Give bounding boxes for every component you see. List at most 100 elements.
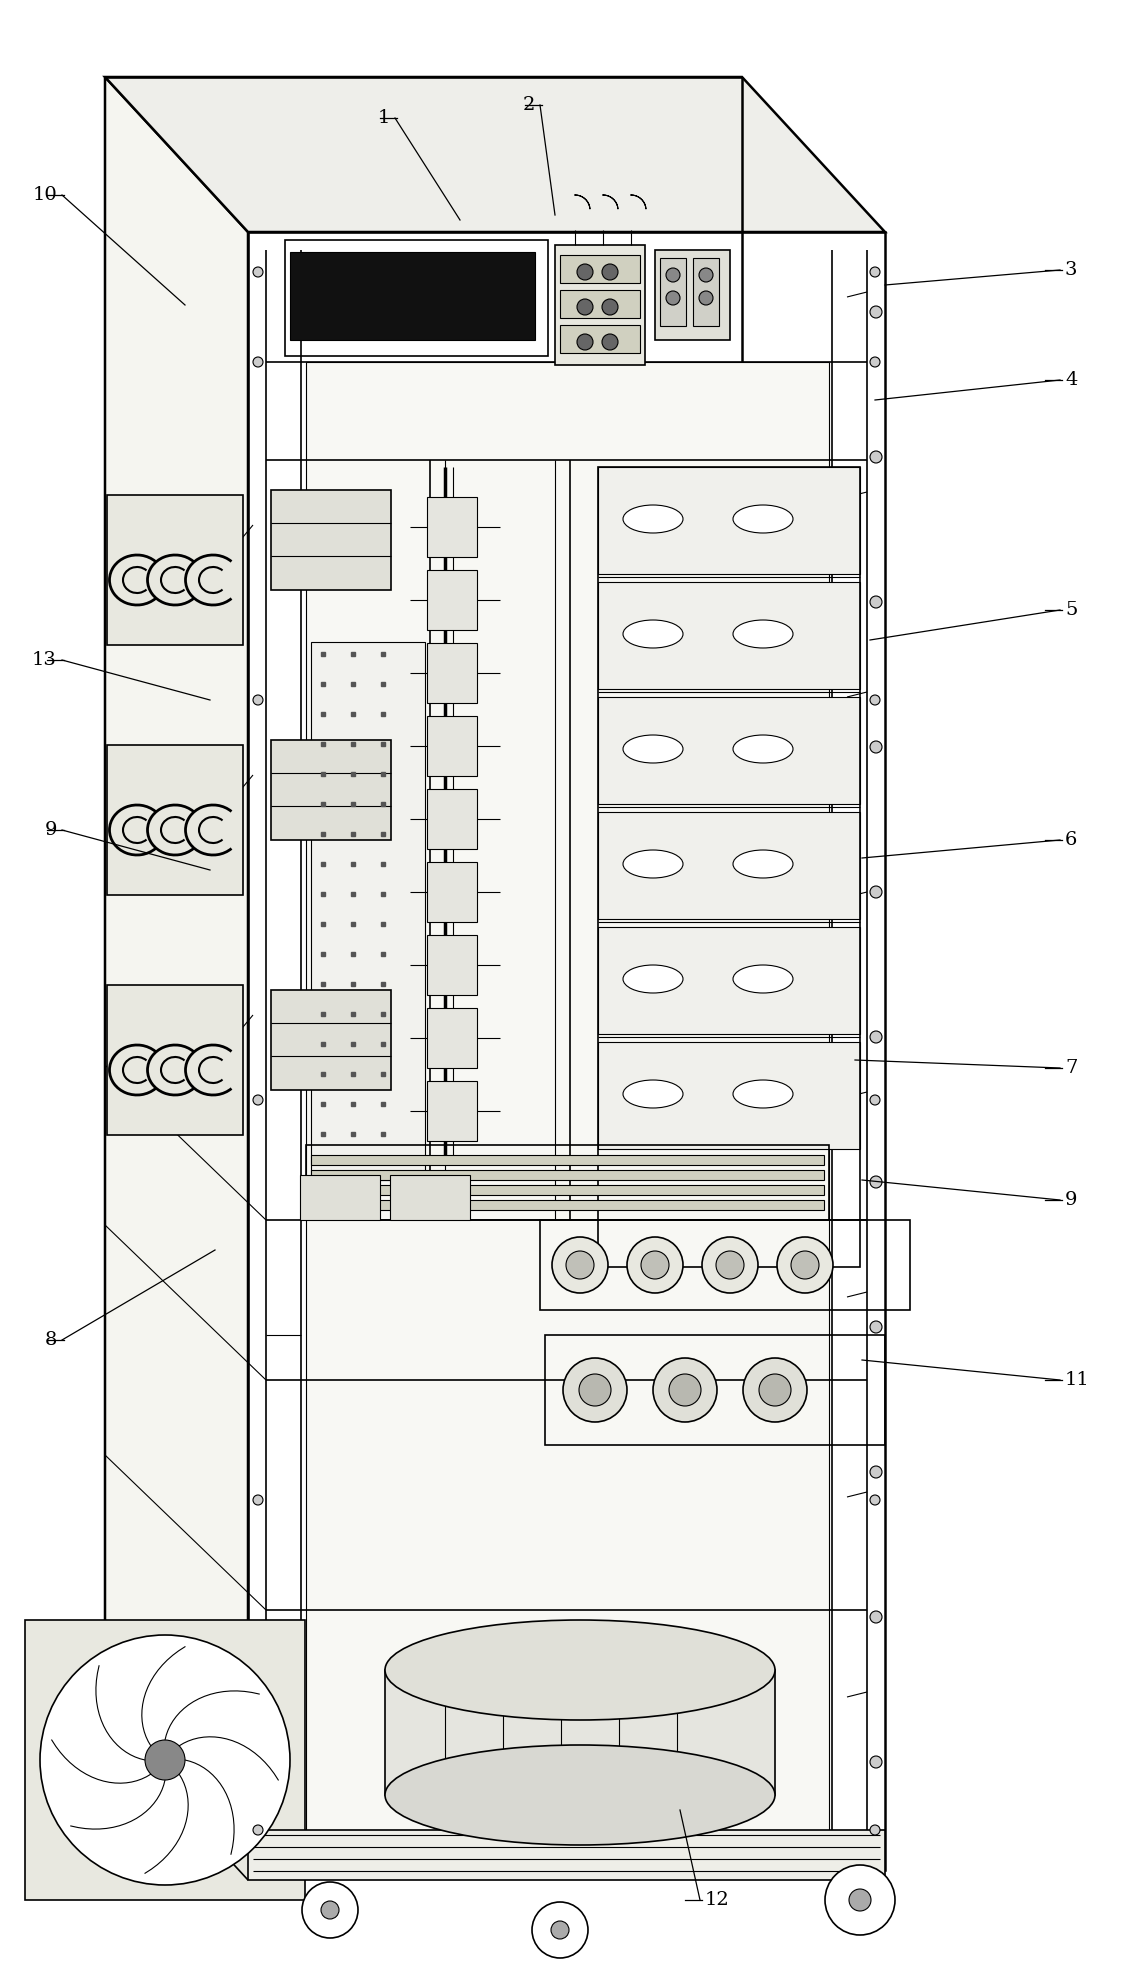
Bar [427,935,477,996]
Bar [599,582,860,688]
Circle shape [870,596,882,607]
Text: 11: 11 [1065,1371,1089,1388]
Circle shape [870,885,882,897]
Bar [285,241,548,357]
Bar [427,643,477,702]
Circle shape [870,1611,882,1623]
Bar [560,325,640,353]
Circle shape [566,1250,594,1280]
Bar [545,1335,885,1445]
Ellipse shape [733,850,793,878]
Circle shape [253,266,263,276]
Bar [305,1146,829,1221]
Circle shape [321,1901,339,1919]
Circle shape [627,1236,683,1294]
Circle shape [602,333,618,349]
Bar [427,1008,477,1069]
Bar [660,258,686,325]
Text: 10: 10 [33,185,57,203]
Circle shape [870,1824,880,1836]
Circle shape [563,1359,627,1422]
Bar [271,990,391,1091]
Bar [599,467,860,1266]
Bar [390,1175,471,1221]
Bar [655,250,730,339]
Text: 1: 1 [377,108,390,126]
Circle shape [870,306,882,317]
Circle shape [870,694,880,706]
Circle shape [870,452,882,463]
Bar [427,789,477,850]
Ellipse shape [623,619,683,649]
Circle shape [253,1094,263,1104]
Bar [427,497,477,556]
Circle shape [551,1921,569,1938]
Circle shape [40,1635,290,1885]
Circle shape [870,1755,882,1769]
Circle shape [825,1866,895,1935]
Bar [599,812,860,919]
Circle shape [870,1321,882,1333]
Circle shape [870,1495,880,1505]
Ellipse shape [733,1081,793,1108]
Circle shape [870,1031,882,1043]
Ellipse shape [733,964,793,994]
Bar [311,1185,824,1195]
Circle shape [870,266,880,276]
Bar [271,740,391,840]
Circle shape [870,1465,882,1477]
Circle shape [253,694,263,706]
Bar [248,1830,885,1879]
Bar [560,290,640,317]
Circle shape [553,1236,608,1294]
Bar [599,696,860,805]
Text: 2: 2 [522,97,535,114]
Polygon shape [104,77,248,1869]
Bar [300,1175,380,1221]
Circle shape [666,292,681,306]
Ellipse shape [733,736,793,763]
Bar [25,1621,305,1899]
Circle shape [716,1250,745,1280]
Bar [427,1081,477,1142]
Text: 9: 9 [1065,1191,1077,1209]
Bar [560,254,640,284]
Bar [107,984,243,1136]
Bar [311,1156,824,1165]
Text: 5: 5 [1065,601,1077,619]
Ellipse shape [623,736,683,763]
Circle shape [699,292,713,306]
Bar [540,1221,910,1309]
Text: 6: 6 [1065,830,1077,850]
Circle shape [849,1889,871,1911]
Circle shape [577,264,593,280]
Circle shape [577,300,593,316]
Text: 3: 3 [1065,260,1077,278]
Circle shape [641,1250,669,1280]
Bar [305,363,829,1852]
Polygon shape [290,252,535,339]
Circle shape [577,333,593,349]
Circle shape [669,1374,701,1406]
Circle shape [870,357,880,367]
Bar [599,1041,860,1150]
Circle shape [699,268,713,282]
Circle shape [532,1903,588,1958]
Circle shape [666,268,681,282]
Bar [311,643,424,1179]
Ellipse shape [623,964,683,994]
Text: 13: 13 [33,651,57,669]
Bar [555,245,645,365]
Text: 4: 4 [1065,371,1077,388]
Ellipse shape [733,505,793,532]
Bar [599,927,860,1033]
Text: 12: 12 [705,1891,730,1909]
Ellipse shape [385,1621,775,1720]
Bar [385,1670,775,1795]
Ellipse shape [623,505,683,532]
Circle shape [253,1824,263,1836]
Circle shape [579,1374,611,1406]
Bar [427,570,477,629]
Circle shape [870,1094,880,1104]
Bar [693,258,719,325]
